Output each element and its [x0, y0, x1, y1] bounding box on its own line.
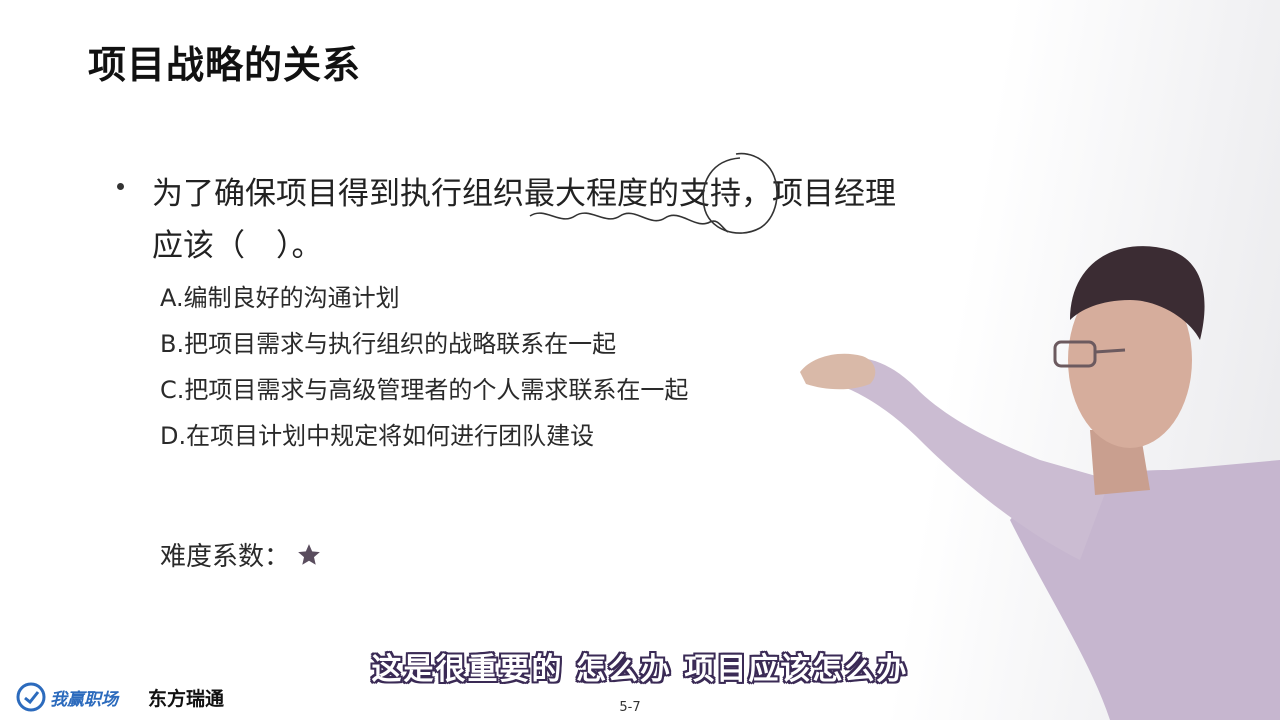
brand-logo-right: 东方瑞通 [148, 687, 225, 710]
video-subtitle: 这是很重要的 怎么办 项目应该怎么办 [371, 652, 909, 687]
difficulty-label: 难度系数： [160, 542, 291, 572]
option-c: C.把项目需求与高级管理者的个人需求联系在一起 [160, 376, 689, 404]
bullet-icon [117, 183, 124, 190]
option-a: A.编制良好的沟通计划 [160, 284, 400, 312]
brand-logo-icon [16, 682, 46, 712]
option-b: B.把项目需求与执行组织的战略联系在一起 [160, 330, 617, 358]
answer-options: A.编制良好的沟通计划 B.把项目需求与执行组织的战略联系在一起 C.把项目需求… [160, 280, 688, 464]
slide-title: 项目战略的关系 [88, 43, 362, 87]
option-d: D.在项目计划中规定将如何进行团队建设 [160, 422, 595, 450]
brand-logo-left: 我赢职场 [50, 689, 118, 710]
branding-footer: 我赢职场 东方瑞通 [16, 682, 224, 712]
page-number: 5-7 [619, 700, 641, 715]
difficulty-rating: 难度系数： [160, 536, 322, 573]
star-icon [298, 543, 320, 565]
